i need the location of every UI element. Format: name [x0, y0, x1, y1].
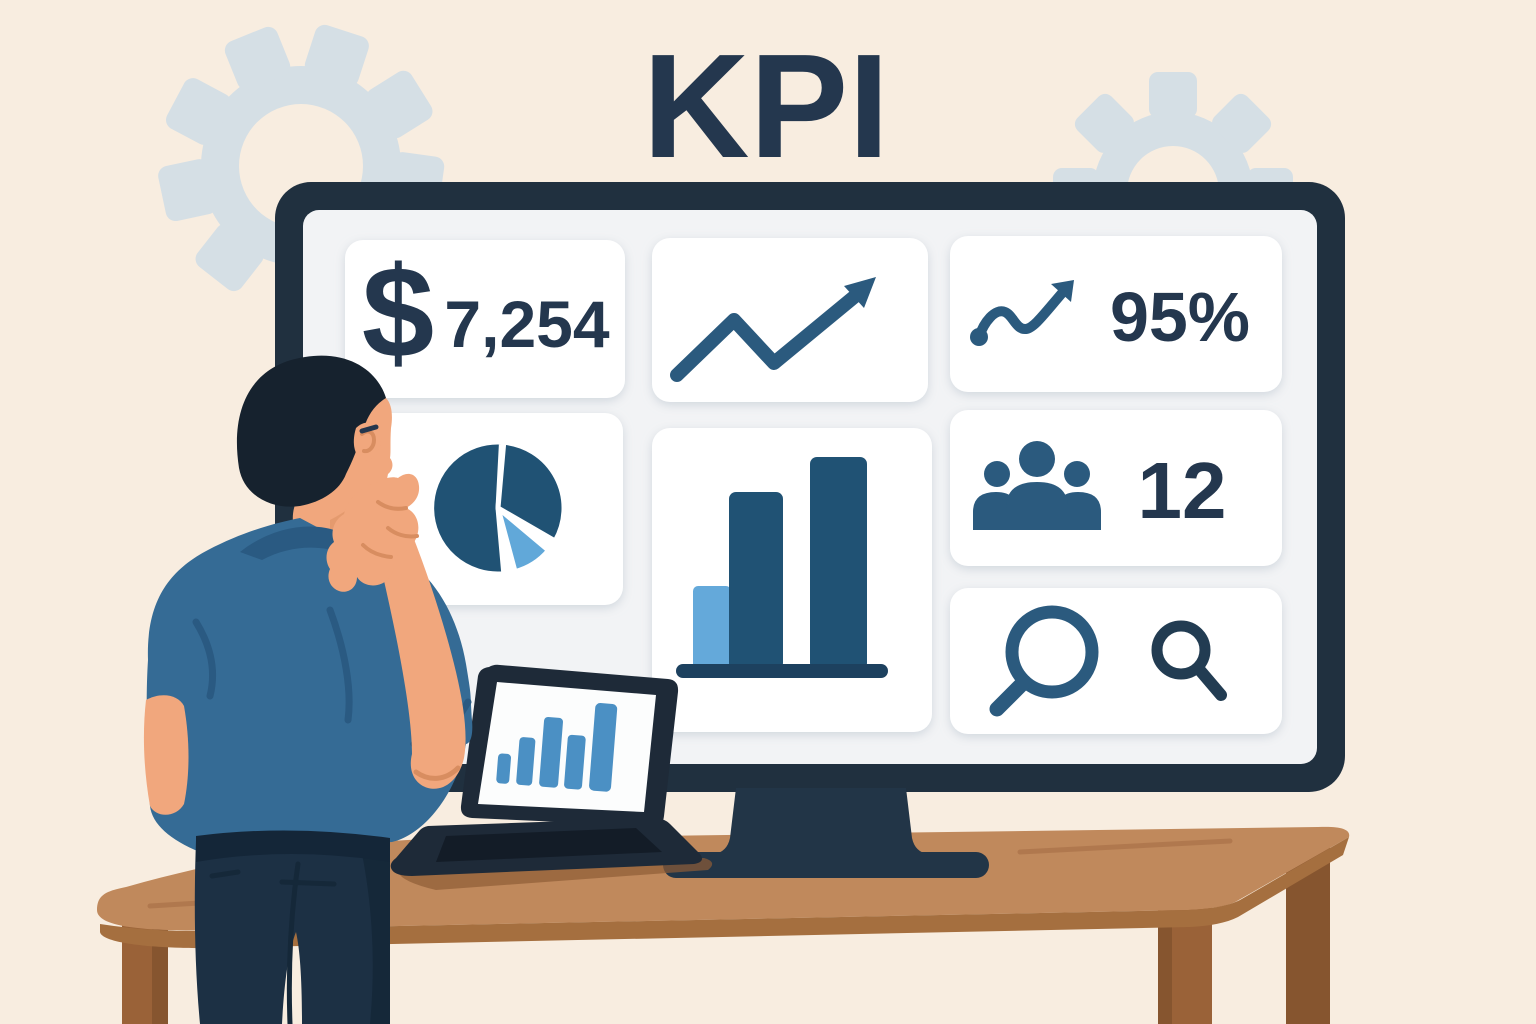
right-forearm [376, 533, 466, 789]
magnifier-large-icon [989, 605, 1099, 717]
page-title: KPI [643, 24, 890, 189]
monitor: $ 7,254 95% [275, 182, 1345, 792]
pie-chart-icon [429, 439, 567, 577]
team-count: 12 [1138, 446, 1227, 535]
pants-shadow [360, 844, 390, 1024]
monitor-stand [663, 788, 989, 878]
tile-bars [652, 428, 932, 732]
people-icon [973, 441, 1101, 530]
tile-search [950, 588, 1282, 734]
zigzag-growth-arrow-icon [670, 277, 876, 382]
belt [196, 830, 390, 862]
tile-growth: 95% [950, 236, 1282, 392]
hair [236, 355, 386, 507]
mini-trend-arrow-icon [970, 280, 1074, 346]
growth-value: 95% [1110, 278, 1250, 356]
hand [326, 473, 420, 592]
finger-lines [361, 500, 419, 559]
tile-team: 12 [950, 410, 1282, 566]
eyebrow [359, 424, 379, 434]
monitor-stand-base [663, 852, 989, 878]
laptop-screen [478, 682, 656, 812]
laptop [390, 664, 713, 890]
bar-chart-icon [676, 457, 888, 678]
tile-trend [652, 238, 928, 402]
dollar-sign-icon: $ [362, 239, 434, 385]
pants-seams [209, 861, 337, 1024]
desk-front-edge [100, 837, 1349, 949]
tile-revenue: $ 7,254 [345, 239, 625, 398]
person [143, 355, 473, 1024]
laptop-bar-chart-icon [496, 702, 618, 792]
laptop-keyboard [436, 828, 662, 862]
left-arm [143, 695, 189, 815]
magnifier-small-icon [1151, 620, 1227, 701]
elbow-shadow [413, 765, 461, 781]
revenue-value: 7,254 [444, 287, 609, 361]
